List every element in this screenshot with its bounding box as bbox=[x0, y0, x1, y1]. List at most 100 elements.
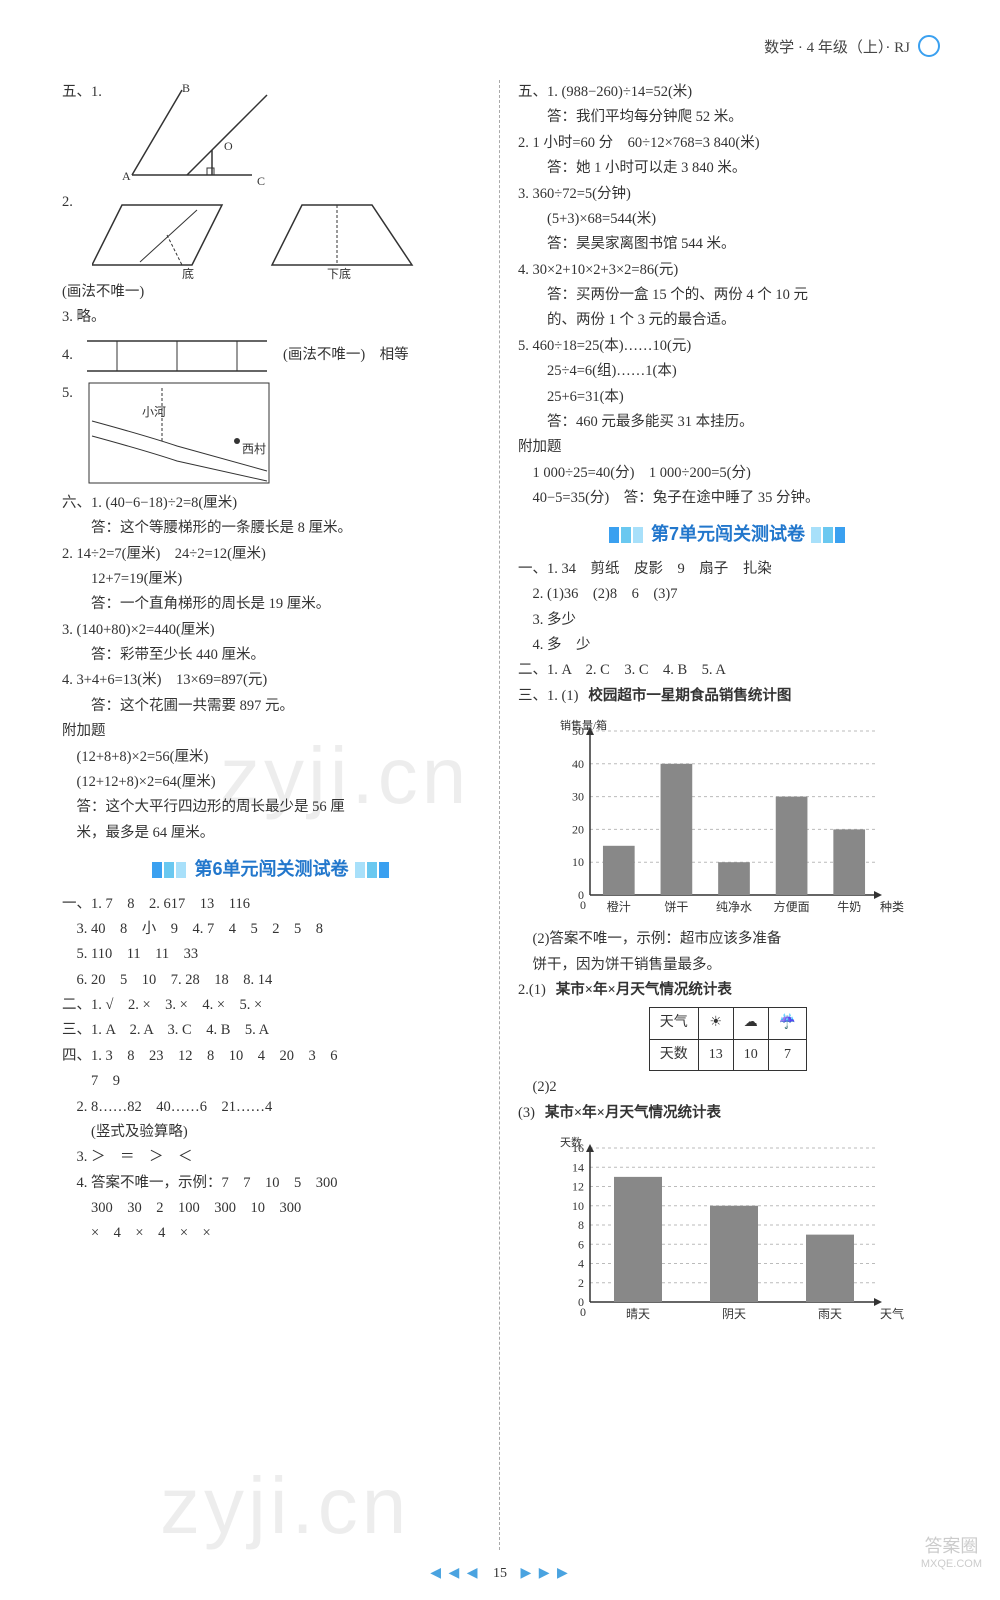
sec5-2-label: 2. bbox=[62, 190, 92, 215]
bases-diagram: 底 下底 bbox=[92, 190, 432, 280]
r5-2a: 答：她 1 小时可以走 3 840 米。 bbox=[518, 156, 938, 181]
table-row: 天数 13 10 7 bbox=[649, 1039, 806, 1071]
svg-text:2: 2 bbox=[578, 1276, 584, 1290]
r5-5b: 25+6=31(本) bbox=[518, 385, 938, 410]
r5-3b: 答：昊昊家离图书馆 544 米。 bbox=[518, 232, 938, 257]
r5-4a: 答：买两份一盒 15 个的、两份 4 个 10 元 bbox=[518, 283, 938, 308]
footer-right-tri-icon: ▶ ▶ ▶ bbox=[521, 1566, 570, 1581]
banner-right-stripe-icon bbox=[811, 527, 847, 543]
extra-2: (12+12+8)×2=64(厘米) bbox=[62, 770, 481, 795]
extra-4: 米，最多是 64 厘米。 bbox=[62, 821, 481, 846]
u6-a1: 一、1. 7 8 2. 617 13 116 bbox=[62, 892, 481, 917]
u7-a1: 一、1. 34 剪纸 皮影 9 扇子 扎染 bbox=[518, 557, 938, 582]
svg-text:0: 0 bbox=[580, 898, 586, 912]
weather-table: 天气 ☀ ☁ ☔ 天数 13 10 7 bbox=[649, 1007, 807, 1071]
banner-left-stripe-icon bbox=[609, 527, 645, 543]
u7-b1: 二、1. A 2. C 3. C 4. B 5. A bbox=[518, 658, 938, 683]
svg-text:4: 4 bbox=[578, 1257, 584, 1271]
u7-d3-label: (3) bbox=[518, 1101, 535, 1126]
sec6-2: 2. 14÷2=7(厘米) 24÷2=12(厘米) bbox=[62, 542, 481, 567]
sec6-4a: 答：这个花圃一共需要 897 元。 bbox=[62, 694, 481, 719]
svg-text:A: A bbox=[122, 169, 131, 183]
content-columns: 五、1. A B C O 2. 底 bbox=[50, 80, 950, 1550]
parallel-lines-diagram bbox=[87, 331, 277, 381]
th-0: 天气 bbox=[649, 1008, 698, 1040]
sec6-1: 六、1. (40−6−18)÷2=8(厘米) bbox=[62, 491, 481, 516]
svg-text:O: O bbox=[224, 139, 233, 153]
u7-d2: (2)2 bbox=[518, 1075, 938, 1100]
svg-text:小河: 小河 bbox=[142, 405, 166, 419]
chart2-title: 某市×年×月天气情况统计表 bbox=[545, 1101, 721, 1126]
svg-text:西村: 西村 bbox=[242, 442, 266, 456]
u6-d2: 2. 8……82 40……6 21……4 bbox=[62, 1095, 481, 1120]
svg-text:C: C bbox=[257, 174, 265, 188]
brand-circle-icon bbox=[918, 35, 940, 57]
svg-text:40: 40 bbox=[572, 757, 584, 771]
svg-text:晴天: 晴天 bbox=[626, 1307, 650, 1321]
svg-text:种类: 种类 bbox=[880, 900, 904, 914]
svg-text:14: 14 bbox=[572, 1160, 584, 1174]
u7-c1-label: 三、1. (1) bbox=[518, 684, 578, 709]
svg-text:销售量/箱: 销售量/箱 bbox=[560, 718, 607, 732]
r5-3a: (5+3)×68=544(米) bbox=[518, 207, 938, 232]
u6-d4a: 300 30 2 100 300 10 300 bbox=[62, 1196, 481, 1221]
footer-left-tri-icon: ◀ ◀ ◀ bbox=[430, 1566, 479, 1581]
u6-b1: 二、1. √ 2. × 3. × 4. × 5. × bbox=[62, 993, 481, 1018]
svg-text:30: 30 bbox=[572, 790, 584, 804]
svg-text:饼干: 饼干 bbox=[664, 900, 688, 914]
sec5-label: 五、1. bbox=[62, 80, 112, 105]
right-column: 五、1. (988−260)÷14=52(米) 答：我们平均每分钟爬 52 米。… bbox=[500, 80, 950, 1550]
sales-bar-chart: 01020304050橙汁饼干纯净水方便面牛奶销售量/箱种类0 bbox=[548, 713, 908, 923]
left-column: 五、1. A B C O 2. 底 bbox=[50, 80, 500, 1550]
u6-d4b: × 4 × 4 × × bbox=[62, 1221, 481, 1246]
weather-bar-chart: 0246810121416晴天阴天雨天天数天气0 bbox=[548, 1130, 908, 1330]
svg-text:0: 0 bbox=[580, 1305, 586, 1319]
u6-a3: 5. 110 11 11 33 bbox=[62, 942, 481, 967]
svg-text:8: 8 bbox=[578, 1218, 584, 1232]
sec5-3: 3. 略。 bbox=[62, 305, 481, 330]
td-3: 7 bbox=[768, 1039, 806, 1071]
r5-5c: 答：460 元最多能买 31 本挂历。 bbox=[518, 410, 938, 435]
u7-c2: (2)答案不唯一，示例：超市应该多准备 bbox=[518, 927, 938, 952]
r5-3: 3. 360÷72=5(分钟) bbox=[518, 182, 938, 207]
svg-text:B: B bbox=[182, 81, 190, 95]
sec5-5-label: 5. bbox=[62, 381, 87, 406]
sec6-2b: 答：一个直角梯形的周长是 19 厘米。 bbox=[62, 592, 481, 617]
r5-5a: 25÷4=6(组)……1(本) bbox=[518, 359, 938, 384]
r-extra-2: 40−5=35(分) 答：兔子在途中睡了 35 分钟。 bbox=[518, 486, 938, 511]
r-extra-h: 附加题 bbox=[518, 435, 938, 460]
td-0: 天数 bbox=[649, 1039, 698, 1071]
svg-text:底: 底 bbox=[182, 266, 194, 280]
svg-text:牛奶: 牛奶 bbox=[837, 899, 861, 914]
page-footer: ◀ ◀ ◀ 15 ▶ ▶ ▶ bbox=[0, 1565, 1000, 1582]
th-3: ☔ bbox=[768, 1008, 806, 1040]
table-row: 天气 ☀ ☁ ☔ bbox=[649, 1008, 806, 1040]
svg-text:10: 10 bbox=[572, 1199, 584, 1213]
unit6-title: 第6单元闯关测试卷 bbox=[194, 854, 348, 886]
svg-text:纯净水: 纯净水 bbox=[716, 900, 752, 914]
r5-1a: 答：我们平均每分钟爬 52 米。 bbox=[518, 105, 938, 130]
u6-d3: 3. ＞ ＝ ＞ ＜ bbox=[62, 1145, 481, 1170]
r5-5: 5. 460÷18=25(本)……10(元) bbox=[518, 334, 938, 359]
svg-text:下底: 下底 bbox=[327, 266, 351, 280]
svg-text:10: 10 bbox=[572, 855, 584, 869]
svg-text:12: 12 bbox=[572, 1180, 584, 1194]
sec6-1a: 答：这个等腰梯形的一条腰长是 8 厘米。 bbox=[62, 516, 481, 541]
unit6-banner: 第6单元闯关测试卷 bbox=[62, 854, 481, 886]
extra-head: 附加题 bbox=[62, 719, 481, 744]
sec5-note: (画法不唯一) bbox=[62, 280, 481, 305]
unit7-banner: 第7单元闯关测试卷 bbox=[518, 519, 938, 551]
svg-text:20: 20 bbox=[572, 823, 584, 837]
header-text: 数学 · 4 年级（上）· RJ bbox=[764, 36, 910, 57]
extra-1: (12+8+8)×2=56(厘米) bbox=[62, 745, 481, 770]
r5-2: 2. 1 小时=60 分 60÷12×768=3 840(米) bbox=[518, 131, 938, 156]
u7-a2: 2. (1)36 (2)8 6 (3)7 bbox=[518, 582, 938, 607]
sec5-4-label: 4. bbox=[62, 343, 87, 368]
sec6-3a: 答：彩带至少长 440 厘米。 bbox=[62, 643, 481, 668]
banner-left-stripe-icon bbox=[152, 862, 188, 878]
svg-text:阴天: 阴天 bbox=[722, 1307, 746, 1321]
r5-4b: 的、两份 1 个 3 元的最合适。 bbox=[518, 308, 938, 333]
u7-a4: 4. 多 少 bbox=[518, 633, 938, 658]
u6-c1: 三、1. A 2. A 3. C 4. B 5. A bbox=[62, 1018, 481, 1043]
u6-a4: 6. 20 5 10 7. 28 18 8. 14 bbox=[62, 968, 481, 993]
